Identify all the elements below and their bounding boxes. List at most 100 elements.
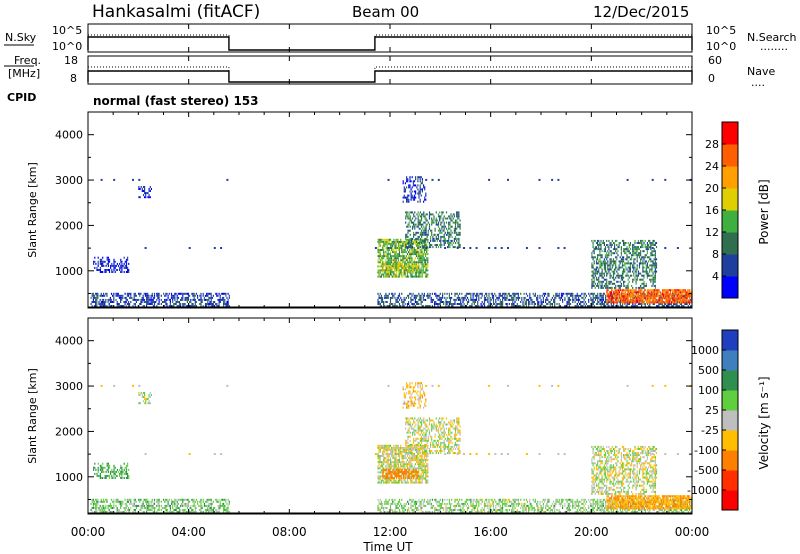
- power-cell: [207, 301, 209, 303]
- power-cell: [395, 238, 397, 241]
- power-cell: [126, 298, 128, 301]
- power-cell: [384, 238, 386, 241]
- power-cell: [614, 272, 616, 275]
- power-cell: [626, 291, 628, 294]
- velocity-cell: [394, 446, 396, 449]
- power-cell: [413, 296, 415, 299]
- power-cell: [110, 305, 113, 308]
- velocity-cell: [186, 502, 188, 505]
- power-cell: [218, 305, 220, 308]
- power-cell: [448, 244, 450, 246]
- velocity-cell: [394, 469, 396, 472]
- power-cell: [174, 298, 176, 301]
- velocity-cell: [387, 446, 389, 449]
- power-cell: [425, 275, 427, 278]
- power-cell: [414, 223, 416, 226]
- velocity-cell: [378, 461, 380, 464]
- power-cell: [572, 296, 574, 299]
- power-cell: [432, 298, 435, 301]
- power-cell: [486, 298, 488, 301]
- power-cell: [615, 250, 617, 253]
- power-cell: [405, 269, 407, 272]
- velocity-cell: [118, 511, 120, 514]
- power-cell: [617, 284, 619, 287]
- power-cell: [562, 294, 564, 297]
- power-cell: [184, 298, 186, 301]
- power-cell: [144, 188, 146, 190]
- power-cell: [210, 305, 212, 308]
- power-cell: [600, 248, 602, 251]
- power-cell: [398, 266, 400, 269]
- power-cell: [93, 296, 96, 299]
- power-cell: [642, 282, 644, 285]
- power-cell: [459, 292, 461, 295]
- power-cell: [423, 186, 425, 189]
- power-cell: [417, 188, 419, 191]
- velocity-cell: [150, 394, 152, 396]
- power-cell: [432, 235, 434, 238]
- power-cell: [603, 260, 605, 263]
- velocity-cell: [99, 475, 101, 477]
- power-cell: [426, 265, 428, 268]
- velocity-cell: [378, 481, 380, 484]
- power-cell: [457, 225, 459, 228]
- power-cell: [389, 261, 392, 264]
- power-cell: [687, 305, 689, 308]
- power-cell: [508, 298, 510, 301]
- power-cell: [168, 305, 170, 308]
- power-cell: [640, 258, 642, 261]
- power-cell: [621, 262, 624, 265]
- power-cell: [652, 293, 655, 296]
- velocity-cell: [379, 448, 381, 451]
- power-cell: [609, 297, 611, 300]
- power-cell: [380, 265, 382, 268]
- power-cell: [669, 299, 672, 302]
- power-cell: [632, 297, 634, 300]
- power-cell: [394, 296, 396, 299]
- power-cell: [148, 303, 150, 305]
- power-cell: [457, 213, 459, 216]
- power-cell: [593, 284, 595, 287]
- power-cell: [655, 289, 657, 292]
- power-cell: [636, 264, 638, 267]
- power-cell: [621, 264, 624, 267]
- power-cell: [409, 176, 411, 179]
- power-cell: [611, 260, 613, 263]
- power-cell: [410, 266, 412, 269]
- velocity-cell: [224, 509, 226, 511]
- power-cell: [400, 244, 402, 247]
- power-cell: [120, 305, 122, 308]
- power-cell: [392, 249, 394, 251]
- power-cell: [404, 264, 406, 267]
- power-cell: [411, 249, 413, 251]
- power-cell: [595, 260, 598, 263]
- power-cell: [408, 275, 410, 278]
- power-cell: [637, 303, 640, 305]
- power-cell: [381, 238, 384, 241]
- power-cell: [676, 291, 678, 294]
- power-cell: [681, 295, 683, 298]
- power-cell: [448, 231, 450, 234]
- power-cell: [413, 238, 415, 241]
- velocity-cell: [117, 498, 119, 501]
- power-cell: [626, 256, 628, 259]
- power-cell: [599, 298, 601, 301]
- velocity-cell: [378, 477, 380, 480]
- power-cell: [427, 231, 429, 234]
- power-cell: [594, 248, 596, 251]
- power-cell: [624, 244, 626, 246]
- power-cell: [598, 286, 600, 289]
- power-cell: [407, 269, 409, 271]
- power-cell: [417, 261, 419, 264]
- power-cell: [595, 266, 598, 269]
- power-cell: [410, 255, 412, 258]
- power-cell: [114, 266, 116, 269]
- power-cell: [403, 259, 405, 262]
- power-cell: [187, 294, 190, 297]
- velocity-cell: [163, 507, 165, 509]
- power-cell: [445, 298, 447, 301]
- velocity-cell: [385, 444, 387, 447]
- power-cell: [647, 291, 649, 294]
- power-cell: [644, 244, 646, 246]
- velocity-cell: [383, 479, 385, 482]
